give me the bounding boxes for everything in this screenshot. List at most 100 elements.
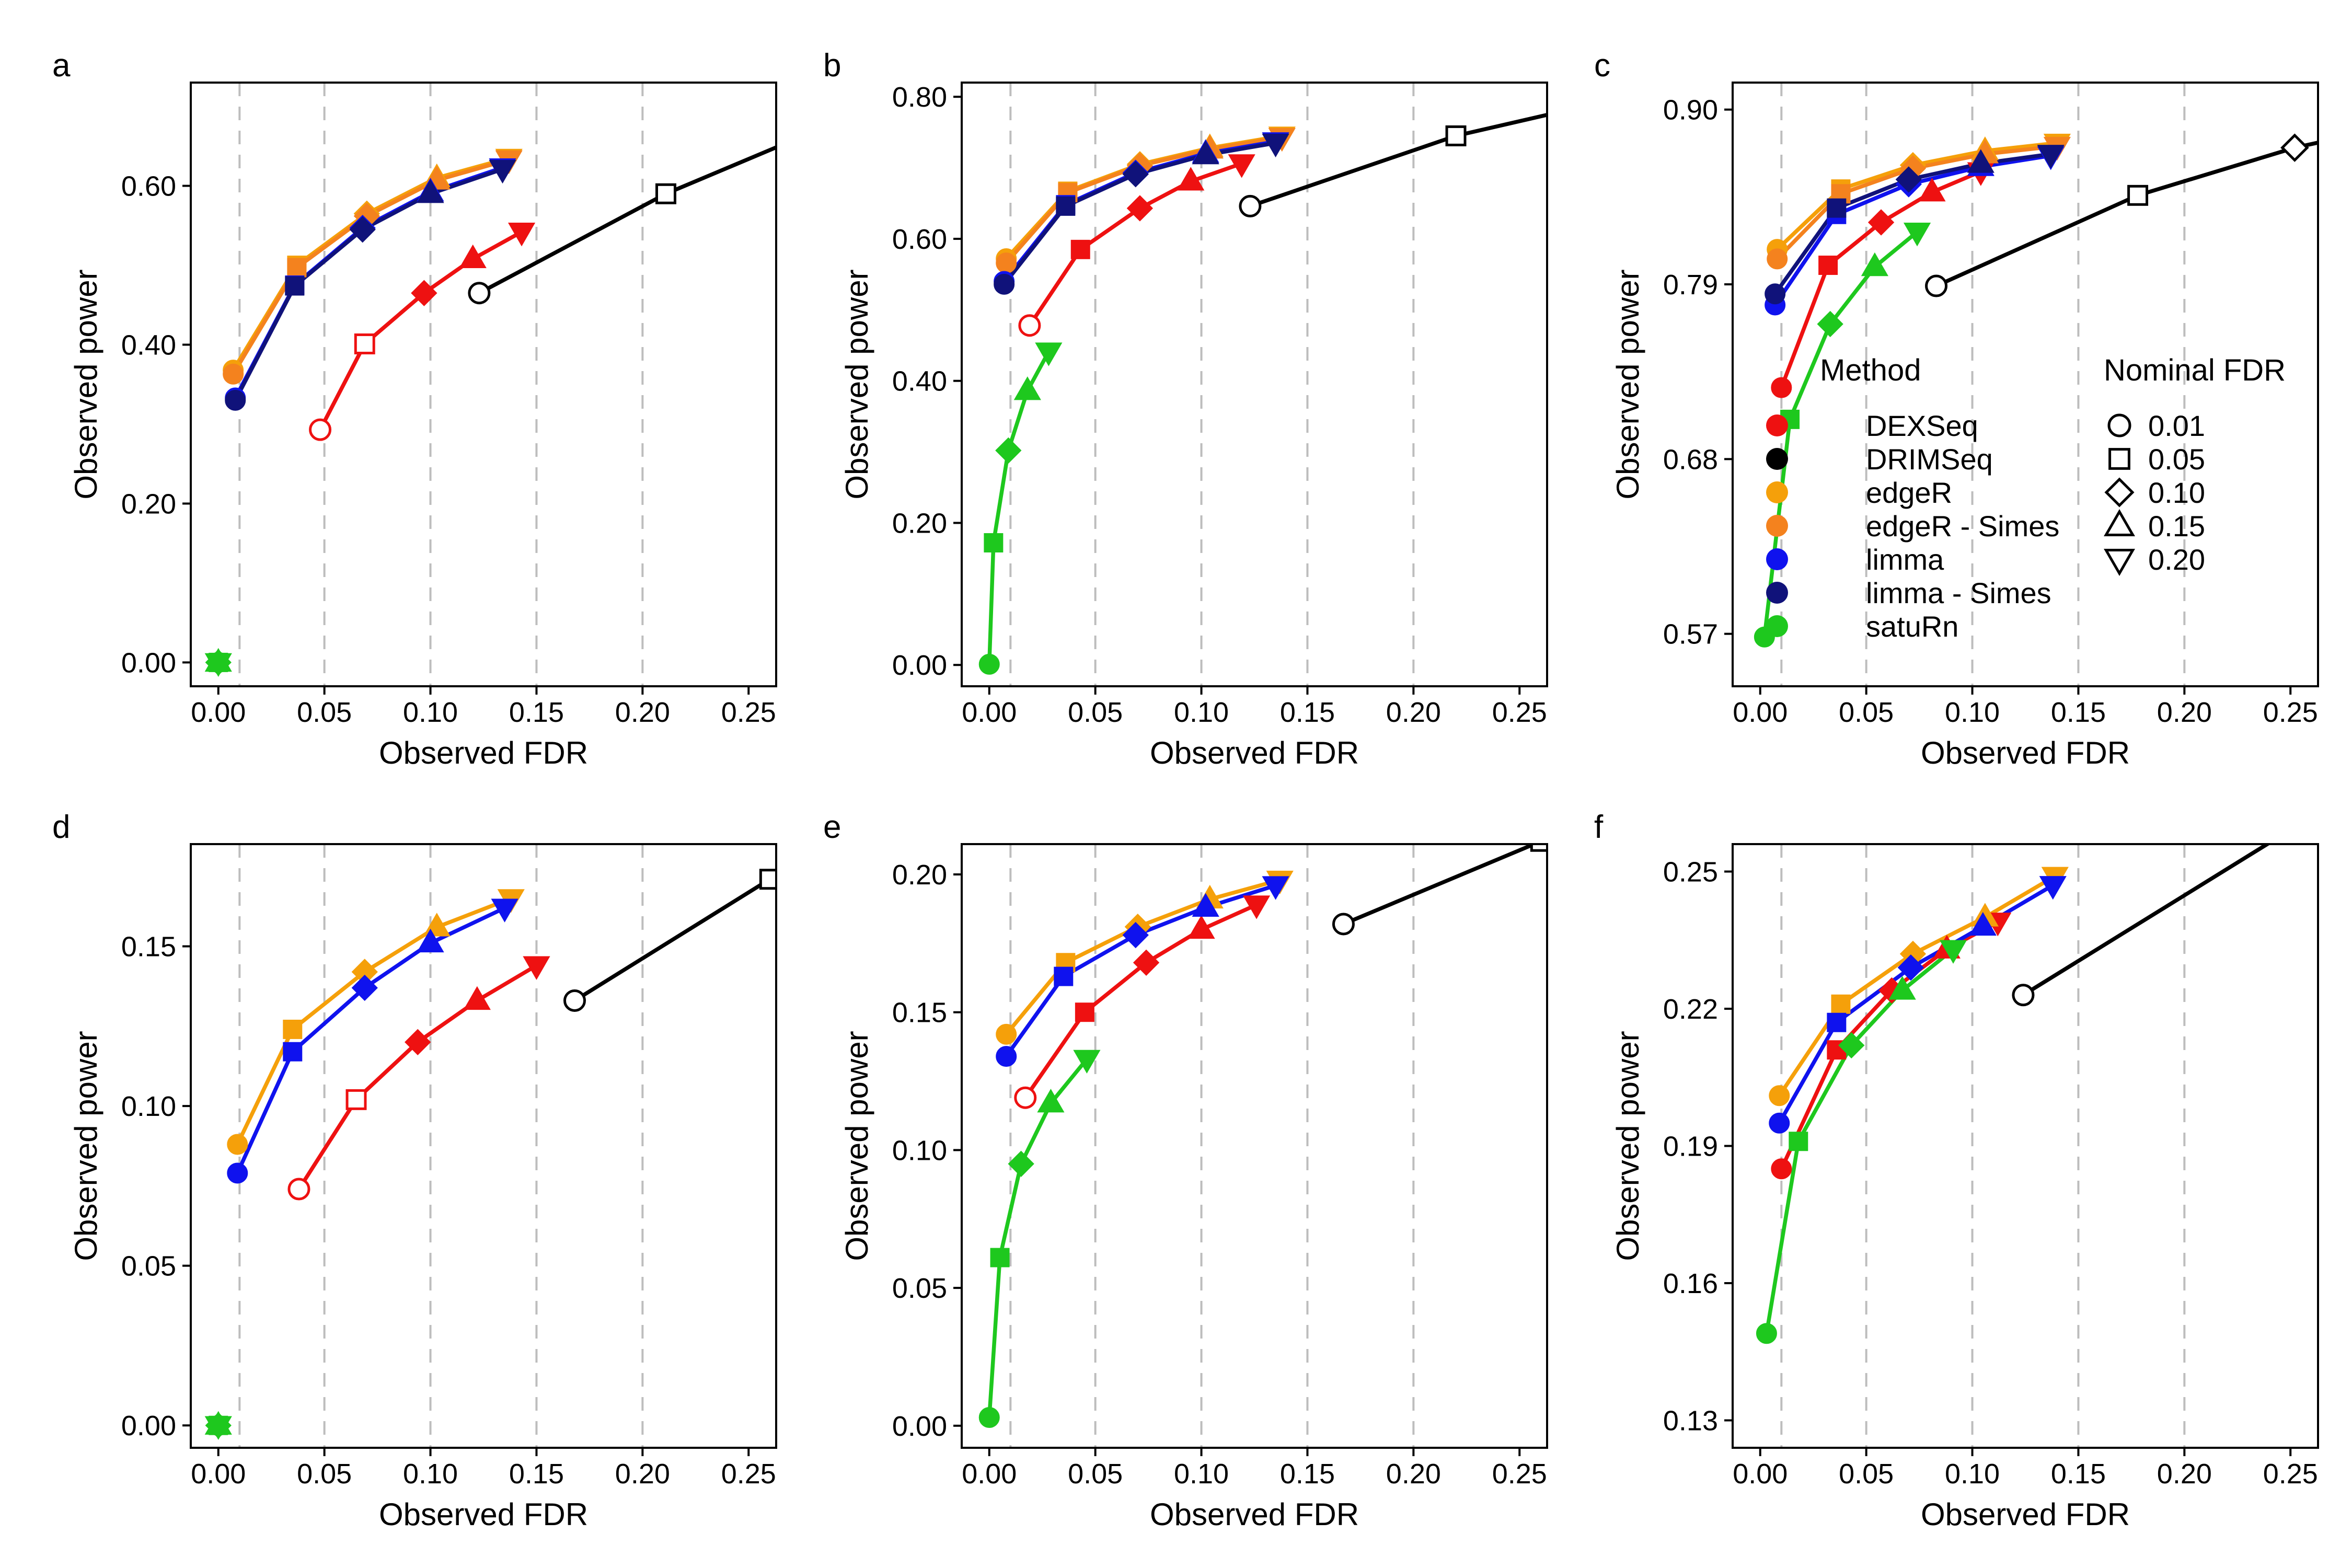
legend-method-label: limma - Simes — [1866, 577, 2051, 609]
data-point-edger — [227, 1134, 248, 1155]
x-tick-label: 0.00 — [191, 1458, 246, 1490]
data-point-dexseq — [354, 333, 375, 354]
data-point-saturn — [990, 1248, 1010, 1267]
data-point-dexseq — [1242, 895, 1271, 919]
x-tick-label: 0.10 — [1174, 697, 1229, 728]
y-tick-label: 0.68 — [1663, 444, 1718, 475]
data-point-edger-simes — [287, 258, 307, 278]
data-point-limma-simes — [349, 216, 376, 243]
panel-letter: d — [52, 809, 70, 845]
legend-method-label: edgeR - Simes — [1866, 510, 2059, 543]
data-point-dexseq — [309, 418, 332, 441]
legend-swatch-drimseq — [1766, 448, 1788, 470]
y-tick-label: 0.60 — [121, 171, 176, 202]
data-point-dexseq — [1867, 209, 1895, 236]
data-point-saturn — [1903, 223, 1931, 247]
x-tick-label: 0.25 — [1492, 697, 1547, 728]
y-tick-label: 0.22 — [1663, 994, 1718, 1025]
data-point-drimseq — [1445, 125, 1467, 146]
data-point-drimseq — [1239, 194, 1262, 217]
data-point-limma-simes — [1967, 149, 1994, 173]
data-point-dexseq — [287, 1178, 310, 1201]
x-axis-title: Observed FDR — [379, 1497, 588, 1532]
data-point-limma-simes — [1122, 161, 1149, 188]
y-tick-label: 0.10 — [892, 1135, 947, 1166]
legend-swatch-edger — [1766, 481, 1788, 503]
y-axis-title: Observed power — [1610, 1031, 1645, 1261]
data-point-dexseq — [1018, 314, 1041, 337]
x-tick-label: 0.20 — [1386, 697, 1441, 728]
data-point-limma-simes — [2037, 145, 2065, 169]
data-point-edger — [996, 1023, 1017, 1045]
data-point-saturn — [204, 653, 232, 677]
x-tick-label: 0.20 — [2157, 1458, 2212, 1490]
data-point-edger-simes — [1767, 248, 1788, 270]
data-point-saturn — [1838, 1032, 1865, 1059]
y-tick-label: 0.20 — [121, 488, 176, 520]
panel-border — [1732, 82, 2319, 687]
data-point-saturn — [1013, 376, 1041, 400]
x-tick-label: 0.15 — [2051, 1458, 2106, 1490]
x-tick-label: 0.05 — [1839, 1458, 1894, 1490]
data-point-dexseq — [1177, 167, 1205, 191]
y-tick-label: 0.00 — [121, 1410, 176, 1442]
legend-fdr-label: 0.05 — [2148, 443, 2205, 476]
x-tick-label: 0.05 — [1839, 697, 1894, 728]
data-point-drimseq — [1825, 45, 1851, 67]
y-axis-title: Observed power — [68, 269, 103, 499]
data-point-dexseq — [523, 956, 550, 980]
panel-d: d 0.00 0.05 0.10 0.15 0.20 0.25 0.00 0.05 0.10 0.1… — [52, 809, 777, 1532]
legend-method-label: limma — [1866, 543, 1944, 576]
data-point-dexseq — [1187, 915, 1215, 939]
x-tick-label: 0.10 — [403, 697, 458, 728]
x-tick-label: 0.00 — [1733, 697, 1788, 728]
y-tick-label: 0.20 — [892, 859, 947, 891]
panel-e: e 0.00 0.05 0.10 0.15 0.20 0.25 0.00 0.05 0.10 0.1… — [823, 807, 1638, 1532]
x-tick-label: 0.10 — [1945, 1458, 2000, 1490]
y-tick-label: 0.15 — [121, 931, 176, 963]
x-tick-label: 0.15 — [509, 697, 564, 728]
data-point-saturn — [204, 1416, 232, 1440]
legend-swatch-dexseq — [1766, 414, 1788, 436]
panel-border — [961, 843, 1548, 1449]
y-tick-label: 0.13 — [1663, 1405, 1718, 1437]
series-line-limma — [235, 906, 506, 1174]
data-point-limma — [283, 1042, 303, 1062]
data-point-limma-simes — [1262, 133, 1289, 158]
x-tick-label: 0.20 — [1386, 1458, 1441, 1490]
data-point-drimseq — [1719, 62, 1745, 84]
panel-letter: e — [823, 809, 841, 845]
panel-letter: b — [823, 48, 841, 84]
data-point-edger — [283, 1019, 303, 1039]
panel-f: f 0.00 0.05 0.10 0.15 0.20 0.25 0.13 0.16 0.19 0.2… — [1594, 809, 2319, 1532]
data-point-dexseq — [405, 1029, 431, 1056]
y-tick-label: 0.40 — [121, 330, 176, 361]
data-point-limma-simes — [489, 159, 516, 184]
data-point-limma — [1897, 954, 1924, 981]
legend-swatch-limma — [1766, 548, 1788, 570]
data-point-limma-simes — [1827, 198, 1847, 218]
data-point-limma — [1969, 912, 1997, 936]
series-line-saturn — [987, 1057, 1089, 1418]
data-point-drimseq — [759, 869, 776, 890]
data-point-edger-simes — [996, 252, 1017, 274]
data-point-limma — [351, 974, 378, 1001]
y-tick-label: 0.20 — [892, 508, 947, 539]
panel-letter: f — [1594, 809, 1604, 845]
panel-letter: c — [1594, 48, 1610, 84]
legend-fdr-label: 0.15 — [2148, 510, 2205, 543]
data-point-limma-simes — [1192, 140, 1219, 165]
data-point-limma — [1192, 893, 1219, 917]
data-point-limma — [996, 1046, 1017, 1067]
data-point-drimseq — [468, 282, 491, 305]
data-point-drimseq — [1613, 84, 1638, 109]
x-tick-label: 0.15 — [2051, 697, 2106, 728]
data-point-drimseq — [1613, 807, 1638, 832]
data-point-dexseq — [459, 244, 487, 269]
data-point-dexseq — [1228, 154, 1255, 178]
x-axis-title: Observed FDR — [1150, 735, 1359, 770]
y-tick-label: 0.15 — [892, 997, 947, 1029]
series-line-edger — [235, 896, 512, 1146]
data-point-saturn — [1789, 1132, 1808, 1151]
